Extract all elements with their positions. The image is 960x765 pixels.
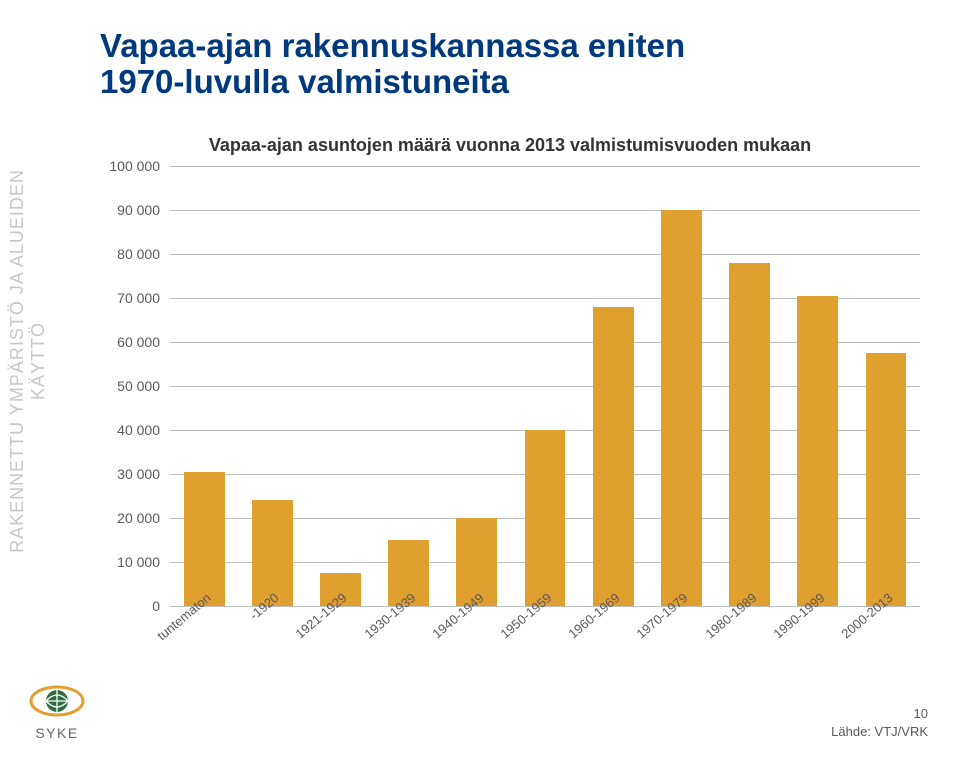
bar-slot (579, 166, 647, 606)
left-vertical-label: RAKENNETTU YMPÄRISTÖ JA ALUEIDEN KÄYTTÖ (7, 161, 49, 561)
y-tick-label: 10 000 (98, 554, 160, 570)
syke-logo-icon (27, 679, 87, 723)
bar (593, 307, 634, 606)
y-tick-label: 80 000 (98, 246, 160, 262)
bar-slot (511, 166, 579, 606)
bar (729, 263, 770, 606)
chart-bars (170, 166, 920, 606)
bar-slot (238, 166, 306, 606)
y-tick-label: 40 000 (98, 422, 160, 438)
y-tick-label: 60 000 (98, 334, 160, 350)
bar-slot (647, 166, 715, 606)
y-tick-label: 70 000 (98, 290, 160, 306)
logo-text: SYKE (26, 725, 88, 741)
page-title: Vapaa-ajan rakennuskannassa eniten 1970-… (100, 28, 685, 101)
bar-slot (443, 166, 511, 606)
bar-slot (784, 166, 852, 606)
x-tick-label: -1920 (247, 590, 282, 623)
y-tick-label: 0 (98, 598, 160, 614)
page-number: 10 (914, 706, 928, 721)
chart-x-labels: tuntematon-19201921-19291930-19391940-19… (170, 580, 920, 640)
chart-title: Vapaa-ajan asuntojen määrä vuonna 2013 v… (100, 135, 920, 156)
y-tick-label: 90 000 (98, 202, 160, 218)
chart: Vapaa-ajan asuntojen määrä vuonna 2013 v… (100, 135, 920, 675)
chart-plot-area: 010 00020 00030 00040 00050 00060 00070 … (170, 166, 920, 606)
logo: SYKE (26, 679, 88, 741)
bar-slot (852, 166, 920, 606)
bar (661, 210, 702, 606)
bar-slot (170, 166, 238, 606)
bar (866, 353, 907, 606)
y-tick-label: 50 000 (98, 378, 160, 394)
x-label-slot: 2000-2013 (852, 580, 920, 640)
x-label-slot: tuntematon (170, 580, 238, 640)
bar-slot (716, 166, 784, 606)
bar-slot (306, 166, 374, 606)
left-strip: RAKENNETTU YMPÄRISTÖ JA ALUEIDEN KÄYTTÖ (0, 0, 54, 765)
x-tick-label: tuntematon (154, 590, 213, 643)
bar (797, 296, 838, 606)
bar-slot (375, 166, 443, 606)
y-tick-label: 100 000 (98, 158, 160, 174)
y-tick-label: 30 000 (98, 466, 160, 482)
y-tick-label: 20 000 (98, 510, 160, 526)
source-label: Lähde: VTJ/VRK (831, 724, 928, 739)
